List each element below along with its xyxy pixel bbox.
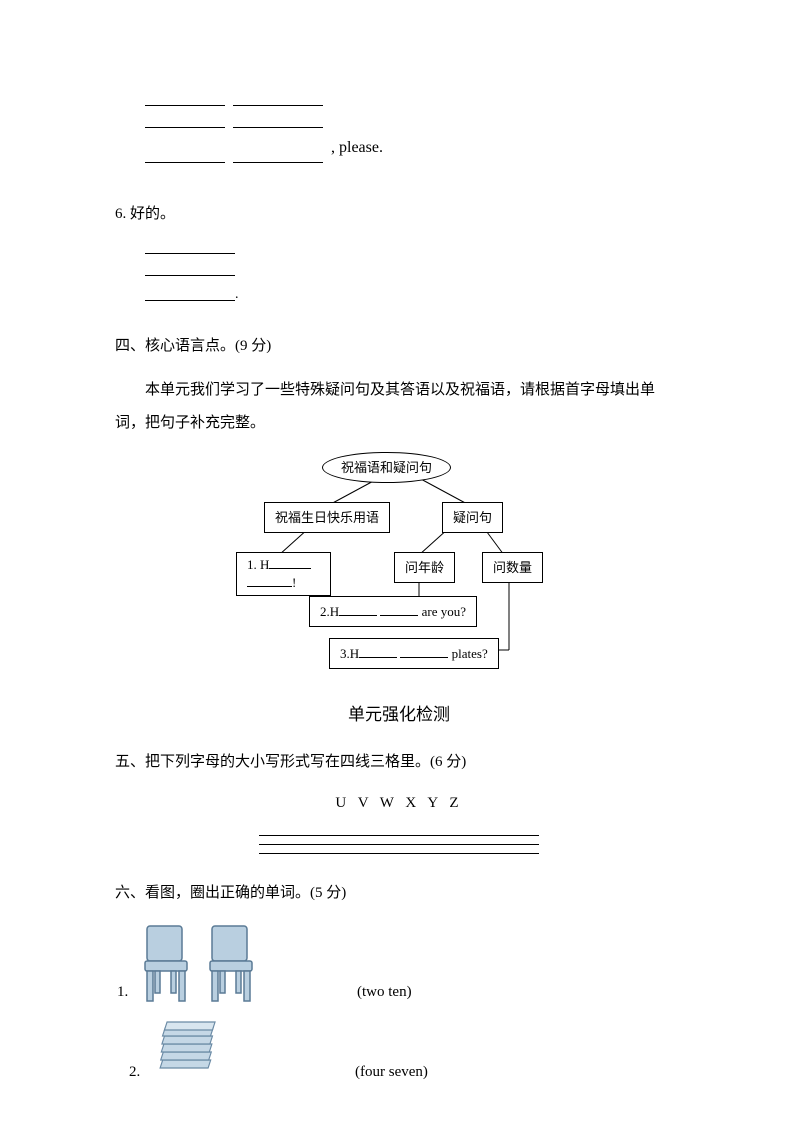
subtitle: 单元强化检测 [115,700,683,731]
diagram-box-2: 2.H are you? [309,596,477,627]
blank-line[interactable] [359,646,397,658]
blank-line[interactable] [269,557,311,569]
q1-num: 1. [117,979,137,1006]
box3-prefix: 3.H [340,646,359,661]
blank-line[interactable] [233,112,323,128]
question-1: 1. (two ten) [117,921,683,1006]
blank-line[interactable] [233,147,323,163]
blank-line[interactable] [233,90,323,106]
q2-options[interactable]: (four seven) [355,1059,428,1086]
top-blanks: , please. [115,90,683,173]
diagram-box-3: 3.H plates? [329,638,499,669]
blank-line[interactable] [145,90,225,106]
please-text: , please. [331,134,383,163]
q1-image [137,921,357,1006]
blank-line[interactable] [145,285,235,301]
diagram-box-1: 1. H ! [236,552,331,596]
diagram-left: 祝福生日快乐用语 [264,502,390,533]
box1-prefix: 1. H [247,557,269,572]
q2-image [149,1016,355,1086]
diagram-ask-qty: 问数量 [482,552,543,583]
box2-suffix: are you? [422,604,466,619]
item-6-text: 好的。 [130,206,175,222]
blank-line[interactable] [145,147,225,163]
blank-line[interactable] [145,112,225,128]
box3-suffix: plates? [452,646,488,661]
diagram-right: 疑问句 [442,502,503,533]
chair-icon [202,921,267,1006]
item-6-blanks: . [145,238,683,307]
section-6-head: 六、看图，圈出正确的单词。(5 分) [115,880,683,907]
item-6-num: 6. [115,206,126,222]
q1-options[interactable]: (two ten) [357,979,412,1006]
blank-line[interactable] [145,260,235,276]
box2-prefix: 2.H [320,604,339,619]
blank-line[interactable] [400,646,448,658]
books-icon [149,1016,229,1086]
four-line-grid[interactable] [259,827,539,854]
blank-line[interactable] [380,604,418,616]
chair-icon [137,921,202,1006]
box1-suffix: ! [292,575,296,590]
letters-row: U V W X Y Z [115,790,683,817]
section-4-head: 四、核心语言点。(9 分) [115,333,683,360]
blank-line[interactable] [247,575,292,587]
section-4-para: 本单元我们学习了一些特殊疑问句及其答语以及祝福语，请根据首字母填出单词，把句子补… [115,374,683,440]
section-5-head: 五、把下列字母的大小写形式写在四线三格里。(6 分) [115,749,683,776]
question-2: 2. (four seven) [129,1016,683,1086]
blank-line[interactable] [145,238,235,254]
blank-line[interactable] [339,604,377,616]
concept-diagram: 祝福语和疑问句 祝福生日快乐用语 疑问句 问年龄 问数量 1. H ! 2.H … [224,450,574,690]
item-6: 6. 好的。 [115,201,683,228]
diagram-ask-age: 问年龄 [394,552,455,583]
q2-num: 2. [129,1059,149,1086]
